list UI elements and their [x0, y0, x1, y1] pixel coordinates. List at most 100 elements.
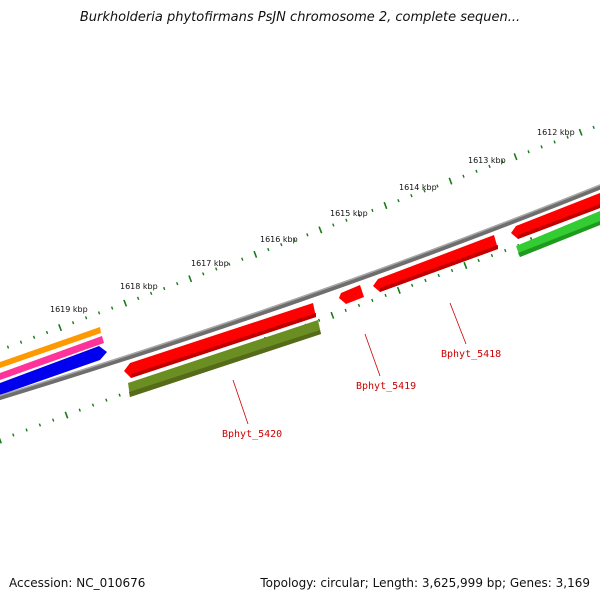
- magenta-feature[interactable]: [0, 336, 104, 380]
- inner-scale-tick: [25, 428, 28, 432]
- outer-scale-tick: [176, 281, 179, 286]
- gene-bphyt-5420[interactable]: [124, 303, 316, 378]
- leader-5418: [449, 302, 467, 345]
- leader-5420: [232, 379, 249, 425]
- inner-scale-tick: [344, 308, 347, 313]
- outer-scale-tick: [592, 125, 595, 130]
- outer-scale-tick: [267, 247, 270, 252]
- scale-label: 1616 kbp: [260, 235, 298, 244]
- outer-scale-tick: [32, 335, 36, 340]
- outer-scale-tick: [332, 223, 335, 227]
- outer-scale-tick: [475, 169, 478, 173]
- outer-scale-tick: [136, 296, 140, 300]
- inner-scale-tick: [384, 293, 387, 298]
- outer-scale-tick: [149, 291, 153, 296]
- outer-scale-tick: [488, 164, 491, 169]
- left-features[interactable]: [0, 327, 107, 395]
- inner-scale-tick: [64, 411, 69, 419]
- inner-scale-tick: [78, 408, 81, 412]
- label-leaders: [232, 302, 467, 425]
- outer-scale-tick: [527, 150, 530, 154]
- green-gene[interactable]: [516, 211, 600, 257]
- scale-label: 1617 kbp: [191, 259, 229, 268]
- green-gene-shadow: [518, 221, 600, 257]
- outer-scale-tick: [188, 275, 193, 283]
- orange-feature[interactable]: [0, 327, 101, 368]
- outer-scale-tick: [123, 299, 128, 307]
- outer-scale-tick: [448, 177, 453, 185]
- outer-scale-tick: [566, 135, 569, 139]
- accession-text: Accession: NC_010676: [9, 576, 146, 590]
- inner-scale-tick: [396, 286, 401, 294]
- scale-label: 1615 kbp: [330, 209, 368, 218]
- outer-scale-tick: [84, 316, 88, 320]
- outer-scale-tick: [241, 257, 244, 261]
- inner-scale-tick: [357, 303, 361, 308]
- outer-scale-tick: [436, 184, 439, 188]
- leader-5419: [364, 333, 381, 377]
- gene-bphyt-5419[interactable]: [339, 285, 364, 304]
- backbone-highlight: [0, 184, 600, 397]
- inner-scale-tick: [38, 423, 42, 427]
- outer-scale-tick: [423, 189, 426, 193]
- outer-scale-tick: [553, 140, 556, 144]
- outer-scale-tick: [253, 250, 258, 258]
- outer-scale-tick: [71, 321, 75, 325]
- inner-scale-tick: [371, 298, 374, 303]
- outer-scale-tick: [45, 330, 49, 335]
- forward-genes: [124, 193, 600, 378]
- inner-scale-tick: [105, 398, 108, 402]
- scale-label: 1619 kbp: [50, 305, 88, 314]
- outer-scale-tick: [397, 198, 400, 203]
- inner-scale-tick: [12, 433, 15, 437]
- scale-label: 1612 kbp: [537, 128, 575, 137]
- inner-scale-tick: [118, 393, 121, 397]
- outer-scale-tick: [383, 201, 388, 210]
- gene-label-5420[interactable]: Bphyt_5420: [222, 429, 282, 440]
- outer-scale-tick: [501, 159, 504, 164]
- outer-scale-tick: [318, 226, 323, 234]
- outer-scale-tick: [345, 218, 348, 222]
- gene-label-5418[interactable]: Bphyt_5418: [441, 349, 501, 360]
- inner-scale-tick: [450, 268, 454, 273]
- outer-scale-tick: [358, 213, 361, 217]
- scale-label: 1614 kbp: [399, 183, 437, 192]
- outer-scale-tick: [58, 324, 63, 332]
- inner-scale-tick: [437, 273, 440, 278]
- outer-scale-tick: [513, 153, 518, 161]
- topology-summary: Topology: circular; Length: 3,625,999 bp…: [260, 576, 590, 590]
- outer-scale-tick: [228, 262, 231, 266]
- olive-gene-shadow: [129, 330, 321, 397]
- outer-scale-tick: [215, 267, 218, 271]
- inner-scale-tick: [0, 437, 2, 444]
- outer-scale-tick: [462, 174, 465, 178]
- gene-bphyt-5420-shadow: [131, 313, 316, 378]
- blue-feature[interactable]: [0, 346, 107, 395]
- outer-scale-tick: [306, 233, 309, 237]
- outer-scale-tick: [110, 306, 114, 310]
- outer-scale-tick: [293, 238, 296, 242]
- inner-scale-tick: [91, 403, 95, 407]
- outer-scale-tick: [410, 194, 413, 198]
- gene-bphyt-5418[interactable]: [373, 235, 498, 292]
- scale-labels: 1612 kbp 1613 kbp 1614 kbp 1615 kbp 1616 kbp…: [50, 128, 575, 314]
- reverse-genes: [128, 211, 600, 397]
- inner-scale-tick: [410, 283, 414, 288]
- inner-scale-tick: [490, 253, 494, 258]
- scale-label: 1613 kbp: [468, 156, 506, 165]
- gene-bphyt-5417[interactable]: [511, 193, 600, 239]
- inner-scale-tick: [52, 418, 55, 422]
- map-title: Burkholderia phytofirmans PsJN chromosom…: [79, 10, 521, 25]
- inner-scale-tick: [330, 311, 335, 319]
- outer-scale-tick: [578, 128, 583, 136]
- gene-label-5419[interactable]: Bphyt_5419: [356, 381, 416, 392]
- outer-scale-tick: [97, 311, 101, 315]
- outer-scale-tick: [19, 340, 23, 344]
- outer-scale-tick: [371, 208, 374, 213]
- inner-scale-tick: [463, 261, 468, 270]
- outer-scale-tick: [540, 145, 543, 149]
- outer-scale-tick: [202, 272, 205, 276]
- gene-bphyt-5417-shadow: [518, 204, 600, 239]
- inner-scale-tick: [317, 318, 321, 322]
